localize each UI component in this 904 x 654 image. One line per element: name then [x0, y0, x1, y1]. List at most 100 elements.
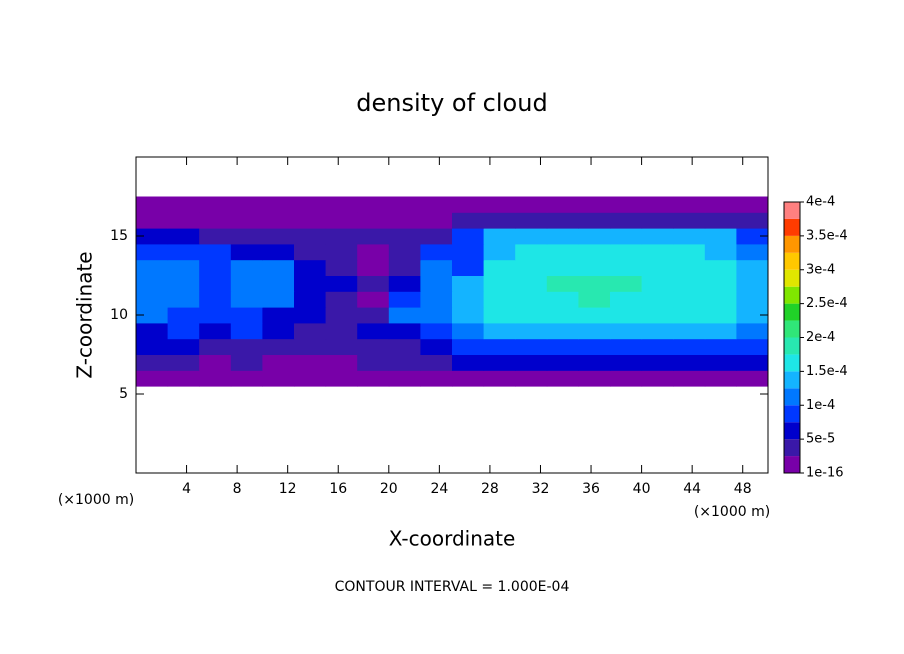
field-cell: [388, 338, 421, 355]
field-cell: [641, 196, 674, 213]
field-cell: [515, 322, 548, 340]
field-cell: [578, 354, 611, 371]
field-cell: [136, 228, 169, 245]
field-cell: [325, 291, 358, 308]
field-cell: [325, 243, 358, 261]
colorbar-label: 4e-4: [806, 195, 835, 210]
field-cell: [294, 354, 327, 371]
field-cell: [294, 307, 327, 324]
x-axis-unit: (×1000 m): [694, 504, 770, 520]
x-tick-label: 8: [233, 481, 242, 497]
field-cell: [641, 259, 674, 276]
field-cell: [420, 212, 453, 229]
x-tick-label: 4: [182, 481, 191, 497]
field-cell: [262, 291, 295, 308]
field-cell: [483, 338, 516, 355]
field-cell: [546, 322, 579, 340]
field-cell: [483, 243, 516, 261]
field-cell: [610, 291, 643, 308]
colorbar-band: [784, 218, 800, 236]
field-cell: [357, 354, 390, 371]
field-cell: [515, 338, 548, 355]
field-cell: [199, 291, 232, 308]
field-cell: [483, 354, 516, 371]
colorbar-band: [784, 303, 800, 321]
field-cell: [704, 291, 737, 308]
field-cell: [515, 275, 548, 292]
field-cell: [420, 243, 453, 261]
field-cell: [262, 307, 295, 324]
field-cell: [673, 354, 706, 371]
field-cell: [452, 243, 485, 261]
y-axis-unit: (×1000 m): [58, 492, 134, 508]
x-tick-label: 24: [430, 481, 448, 497]
field-cell: [610, 338, 643, 355]
field-cell: [704, 370, 737, 387]
field-cell: [641, 228, 674, 245]
field-cell: [388, 196, 421, 213]
field-cell: [262, 338, 295, 355]
field-cell: [199, 259, 232, 276]
field-cell: [420, 354, 453, 371]
x-tick-label: 40: [633, 481, 651, 497]
field-cell: [167, 291, 200, 308]
field-cell: [262, 354, 295, 371]
field-cell: [546, 212, 579, 229]
colorbar-band: [784, 286, 800, 304]
field-cell: [704, 228, 737, 245]
field-cell: [294, 338, 327, 355]
colorbar-label: 2e-4: [806, 330, 835, 345]
field-cell: [262, 212, 295, 229]
field-cell: [262, 322, 295, 340]
field-cell: [736, 291, 769, 308]
field-cell: [167, 370, 200, 387]
field-cell: [136, 196, 169, 213]
field-cell: [388, 322, 421, 340]
colorbar-band: [784, 269, 800, 287]
field-cell: [199, 354, 232, 371]
field-cell: [325, 307, 358, 324]
colorbar-band: [784, 456, 800, 473]
field-cell: [546, 259, 579, 276]
field-cell: [230, 307, 263, 324]
y-tick-label: 15: [110, 228, 128, 244]
field-cell: [673, 196, 706, 213]
field-cell: [483, 275, 516, 292]
x-tick-label: 48: [734, 481, 752, 497]
y-tick-label: 5: [119, 386, 128, 402]
field-cell: [167, 212, 200, 229]
field-cell: [673, 243, 706, 261]
colorbar-label: 5e-5: [806, 432, 835, 447]
field-cell: [483, 307, 516, 324]
field-cell: [610, 259, 643, 276]
x-tick-label: 32: [532, 481, 550, 497]
x-axis-label: X-coordinate: [389, 527, 516, 551]
field-cell: [452, 354, 485, 371]
field-cell: [452, 322, 485, 340]
field-cell: [673, 212, 706, 229]
field-cell: [294, 370, 327, 387]
field-cell: [388, 370, 421, 387]
y-axis-label: Z-coordinate: [73, 251, 97, 378]
field-cell: [230, 243, 263, 261]
field-cell: [325, 322, 358, 340]
field-cell: [578, 291, 611, 308]
colorbar-band: [784, 371, 800, 389]
field-cell: [578, 196, 611, 213]
footer: CONTOUR INTERVAL = 1.000E-04: [335, 579, 570, 595]
field-cell: [704, 322, 737, 340]
field-cell: [136, 354, 169, 371]
field-cell: [546, 196, 579, 213]
field-cell: [610, 212, 643, 229]
colorbar-band: [784, 202, 800, 219]
x-tick-label: 28: [481, 481, 499, 497]
field-cell: [578, 228, 611, 245]
field-cell: [578, 338, 611, 355]
field-cell: [704, 338, 737, 355]
field-cell: [483, 322, 516, 340]
field-cell: [136, 275, 169, 292]
field-cell: [483, 228, 516, 245]
field-cell: [736, 228, 769, 245]
field-cell: [357, 259, 390, 276]
field-cell: [483, 259, 516, 276]
